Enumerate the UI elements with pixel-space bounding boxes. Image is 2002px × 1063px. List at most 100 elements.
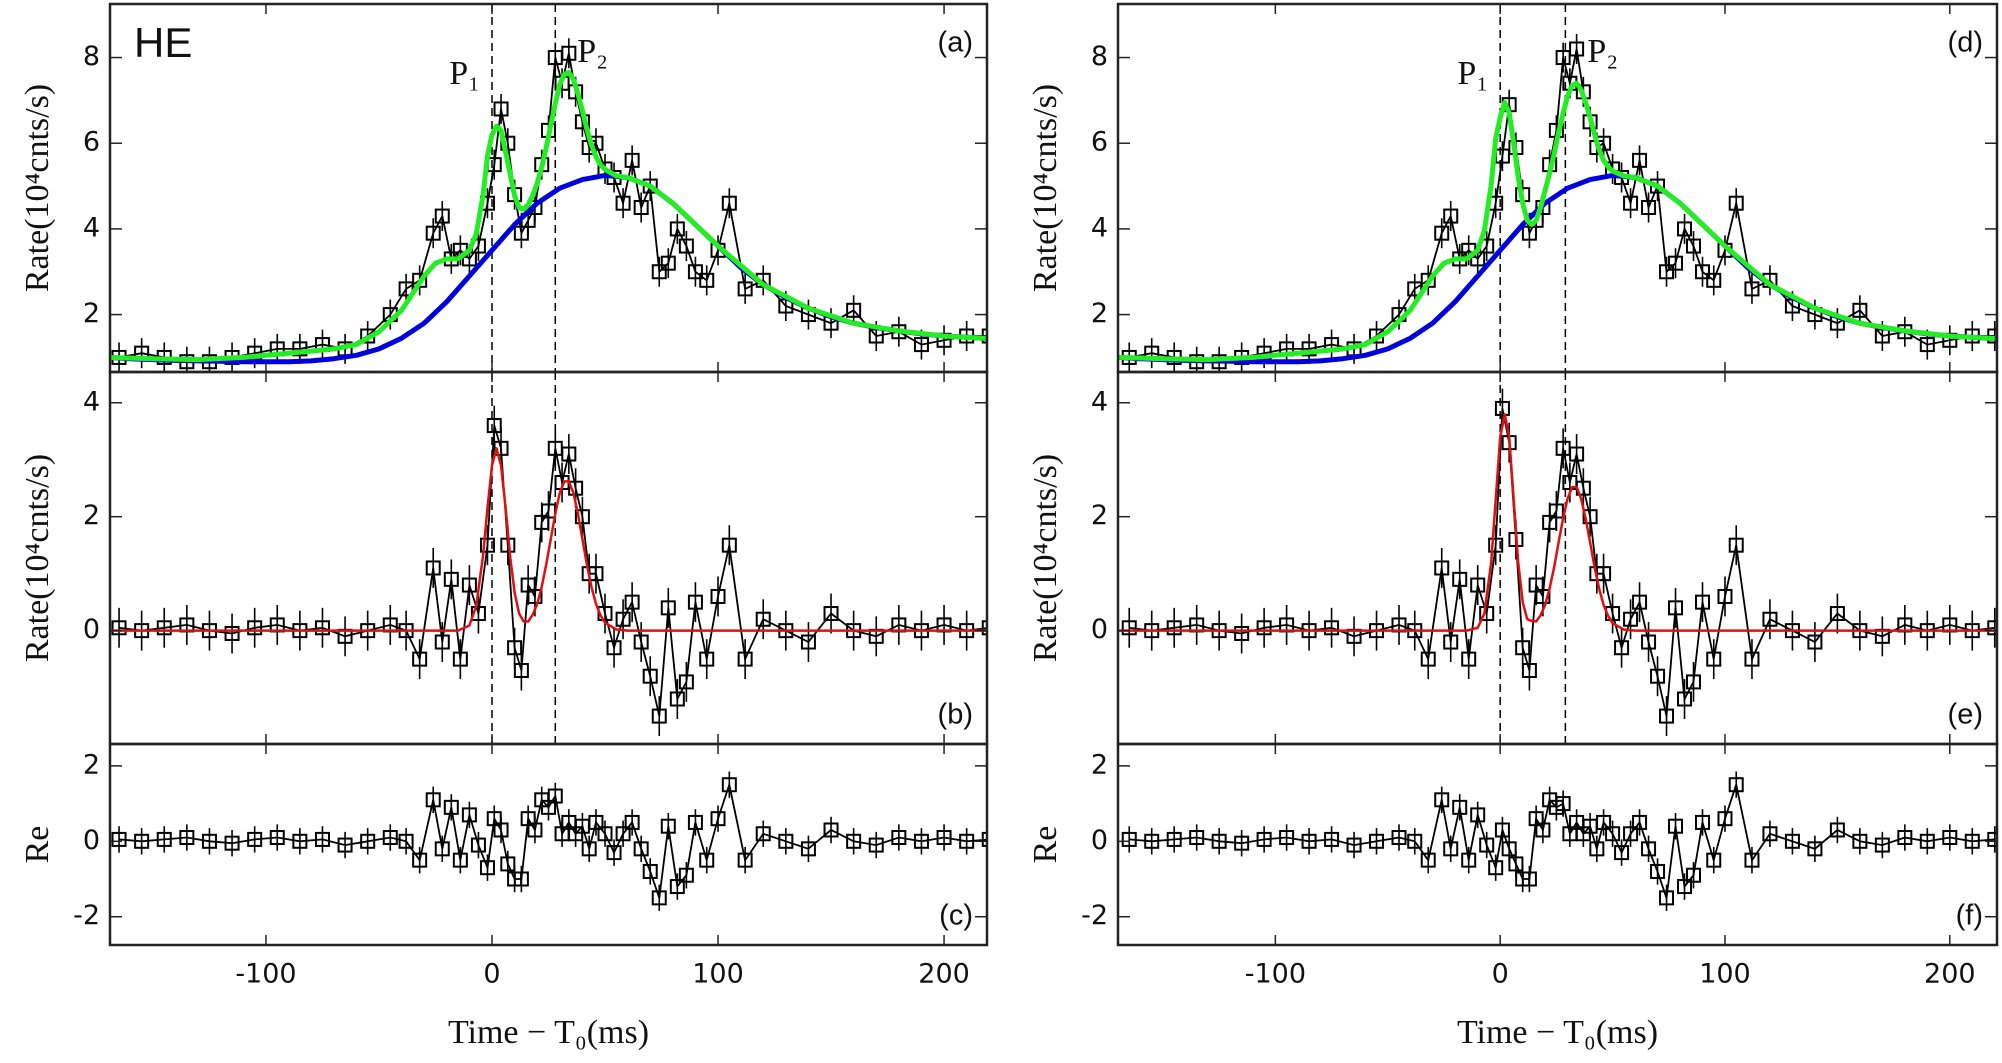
panel: 2 4 6 8 (d) P₁ P₂ Rate(10⁴cnts/s) xyxy=(1027,2,1999,374)
data-point xyxy=(443,799,459,815)
y-tick-label: 2 xyxy=(1091,500,1108,531)
y-tick-label: 6 xyxy=(83,127,100,158)
data-point xyxy=(1632,594,1648,610)
data-point xyxy=(470,837,486,853)
data-point xyxy=(1479,837,1495,853)
data-point xyxy=(1987,831,1997,847)
data-point xyxy=(1488,537,1504,553)
data-point xyxy=(1189,830,1205,846)
data-point xyxy=(823,822,839,838)
data-point xyxy=(1650,668,1666,684)
x-axis-label: Time − T₀(ms) xyxy=(448,1014,649,1051)
y-tick-label: 8 xyxy=(1091,41,1108,72)
peak-label: P₁ xyxy=(449,55,480,92)
data-point xyxy=(651,890,667,906)
data-point xyxy=(443,571,459,587)
panel-label: (f) xyxy=(1956,900,1983,932)
data-point xyxy=(1535,588,1551,604)
data-point xyxy=(398,833,414,849)
x-tick-label: -100 xyxy=(1245,959,1306,990)
data-point xyxy=(425,225,441,241)
data-point xyxy=(669,691,685,707)
data-point xyxy=(981,831,987,847)
data-point xyxy=(1744,852,1760,868)
data-point xyxy=(1650,863,1666,879)
data-point xyxy=(1706,272,1722,288)
data-point xyxy=(913,337,929,353)
data-point xyxy=(179,830,195,846)
data-point xyxy=(1501,841,1517,857)
data-line xyxy=(118,425,987,717)
data-point xyxy=(1686,674,1702,690)
data-point xyxy=(710,811,726,827)
data-point xyxy=(615,611,631,627)
data-point xyxy=(755,826,771,842)
data-point xyxy=(633,634,649,650)
data-point xyxy=(823,606,839,622)
data-point xyxy=(660,818,676,834)
data-point xyxy=(1677,879,1693,895)
data-point xyxy=(581,841,597,857)
data-line xyxy=(118,781,987,899)
panel-label: (d) xyxy=(1948,27,1983,59)
data-point xyxy=(425,560,441,576)
y-tick-label: 2 xyxy=(1091,298,1108,329)
data-point xyxy=(1614,640,1630,656)
data-point xyxy=(1807,634,1823,650)
data-point xyxy=(597,826,613,842)
data-point xyxy=(1964,833,1980,849)
data-point xyxy=(1668,818,1684,834)
data-point xyxy=(1852,302,1868,318)
data-point xyxy=(1829,606,1845,622)
data-point xyxy=(755,611,771,627)
data-point xyxy=(269,830,285,846)
data-point xyxy=(1668,600,1684,616)
y-axis-label: Re xyxy=(19,826,56,864)
y-tick-label: 4 xyxy=(1091,386,1108,417)
data-point xyxy=(479,860,495,876)
peak-label: P₁ xyxy=(1457,55,1488,92)
data-point xyxy=(134,833,150,849)
y-tick-label: 4 xyxy=(83,386,100,417)
data-point xyxy=(1641,634,1657,650)
data-point xyxy=(1324,831,1340,847)
data-point xyxy=(651,264,667,280)
data-point xyxy=(292,341,308,357)
data-point xyxy=(1728,195,1744,211)
data-point xyxy=(778,833,794,849)
axes-frame xyxy=(108,742,989,947)
data-point xyxy=(1548,503,1564,519)
data-point xyxy=(1874,837,1890,853)
data-point xyxy=(687,814,703,830)
data-point xyxy=(1659,890,1675,906)
plot-area xyxy=(110,372,987,744)
y-tick-label: 2 xyxy=(83,749,100,780)
data-point xyxy=(1623,195,1639,211)
data-point xyxy=(1919,833,1935,849)
x-tick-label: 0 xyxy=(1492,959,1509,990)
data-point xyxy=(201,833,217,849)
data-point xyxy=(1695,264,1711,280)
data-point xyxy=(913,833,929,849)
fit-curve xyxy=(1118,412,1995,632)
data-point xyxy=(561,45,577,61)
data-point xyxy=(382,830,398,846)
data-point xyxy=(1488,860,1504,876)
y-tick-label: 4 xyxy=(1091,212,1108,243)
data-point xyxy=(337,837,353,853)
data-point xyxy=(660,600,676,616)
panel: -2 0 2 -100 0 100 200 (c) Re Time − T₀(ms) xyxy=(19,742,989,1051)
data-point xyxy=(1744,281,1760,297)
data-point xyxy=(606,845,622,861)
data-point xyxy=(1369,833,1385,849)
data-point xyxy=(1641,199,1657,215)
data-point xyxy=(1987,620,1997,636)
data-point xyxy=(624,152,640,168)
plot-area xyxy=(1121,771,1997,912)
axes-frame xyxy=(1116,370,1999,746)
panel: 0 2 4 (e) Rate(10⁴cnts/s) xyxy=(1027,370,1999,746)
data-point xyxy=(687,594,703,610)
data-point xyxy=(1121,620,1137,636)
y-axis-label: Rate(10⁴cnts/s) xyxy=(19,454,56,662)
fit-curve xyxy=(110,70,987,363)
